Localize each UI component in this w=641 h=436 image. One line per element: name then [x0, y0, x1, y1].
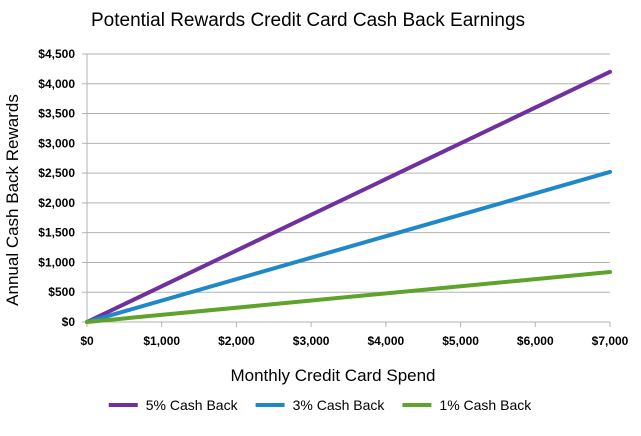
x-axis-title: Monthly Credit Card Spend — [230, 366, 435, 385]
series-line — [85, 269, 612, 324]
x-tick-label: $3,000 — [293, 334, 330, 348]
axes — [82, 53, 611, 327]
y-tick-label: $3,500 — [38, 107, 75, 121]
y-tick-label: $4,000 — [38, 77, 75, 91]
legend-label: 1% Cash Back — [439, 397, 532, 413]
gridlines — [87, 53, 610, 293]
y-tick-label: $1,500 — [38, 226, 75, 240]
series-line — [85, 169, 612, 324]
y-axis-tick-labels: $0 $500 $1,000 $1,500 $2,000 $2,500 $3,000 $3,5… — [38, 47, 75, 329]
y-tick-label: $2,500 — [38, 166, 75, 180]
legend: 5% Cash Back 3% Cash Back 1% Cash Back — [108, 397, 532, 413]
y-axis-title: Annual Cash Back Rewards — [3, 94, 22, 306]
x-axis-tick-labels: $0 $1,000 $2,000 $3,000 $4,000 $5,000 $6,000 $7… — [80, 334, 628, 348]
x-tick-label: $4,000 — [368, 334, 405, 348]
x-tick-label: $6,000 — [517, 334, 554, 348]
y-tick-label: $500 — [48, 285, 75, 299]
legend-label: 5% Cash Back — [146, 397, 239, 413]
chart-title: Potential Rewards Credit Card Cash Back … — [91, 10, 525, 31]
x-tick-label: $7,000 — [592, 334, 629, 348]
legend-label: 3% Cash Back — [293, 397, 386, 413]
y-tick-label: $0 — [62, 315, 76, 329]
x-tick-label: $5,000 — [442, 334, 479, 348]
y-tick-label: $1,000 — [38, 255, 75, 269]
series-lines — [85, 69, 612, 324]
legend-item: 1% Cash Back — [402, 397, 532, 413]
legend-item: 5% Cash Back — [108, 397, 239, 413]
y-tick-label: $2,000 — [38, 196, 75, 210]
x-tick-label: $0 — [80, 334, 94, 348]
y-tick-label: $4,500 — [38, 47, 75, 61]
series-line — [85, 69, 612, 324]
legend-item: 3% Cash Back — [255, 397, 386, 413]
x-tick-label: $2,000 — [218, 334, 255, 348]
y-tick-label: $3,000 — [38, 136, 75, 150]
x-tick-label: $1,000 — [143, 334, 180, 348]
